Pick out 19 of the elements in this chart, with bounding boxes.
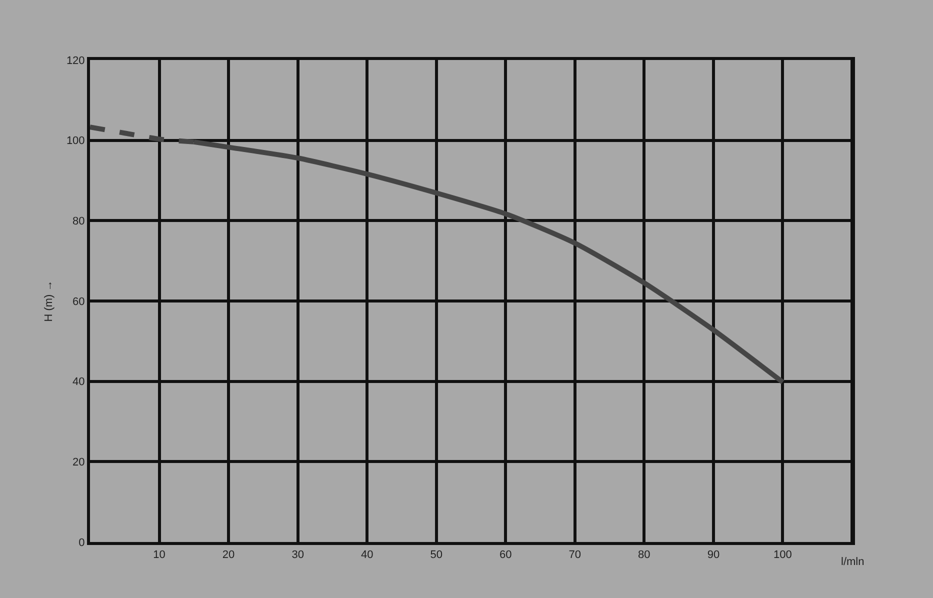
y-tick-label: 20: [72, 456, 85, 469]
x-tick-label: 90: [707, 549, 720, 562]
x-tick-label: 60: [500, 549, 512, 562]
y-tick-label: 0: [78, 536, 85, 549]
x-tick-label: 30: [292, 549, 304, 562]
x-tick-label: 10: [153, 549, 166, 562]
y-tick-label: 60: [72, 296, 85, 308]
y-tick-label: 40: [72, 376, 85, 388]
x-tick-label: 20: [222, 549, 235, 562]
x-tick-label: 50: [430, 549, 442, 562]
y-axis-title: H (m) →: [43, 280, 56, 322]
y-tick-label: 120: [66, 54, 85, 67]
x-axis-title: l/mln: [841, 556, 864, 568]
y-tick-label: 80: [72, 216, 85, 228]
y-tick-label: 100: [66, 135, 85, 148]
x-tick-label: 80: [638, 549, 650, 562]
x-tick-label: 40: [360, 549, 374, 562]
x-tick-label: 70: [568, 549, 582, 562]
x-tick-label: 100: [774, 549, 792, 562]
